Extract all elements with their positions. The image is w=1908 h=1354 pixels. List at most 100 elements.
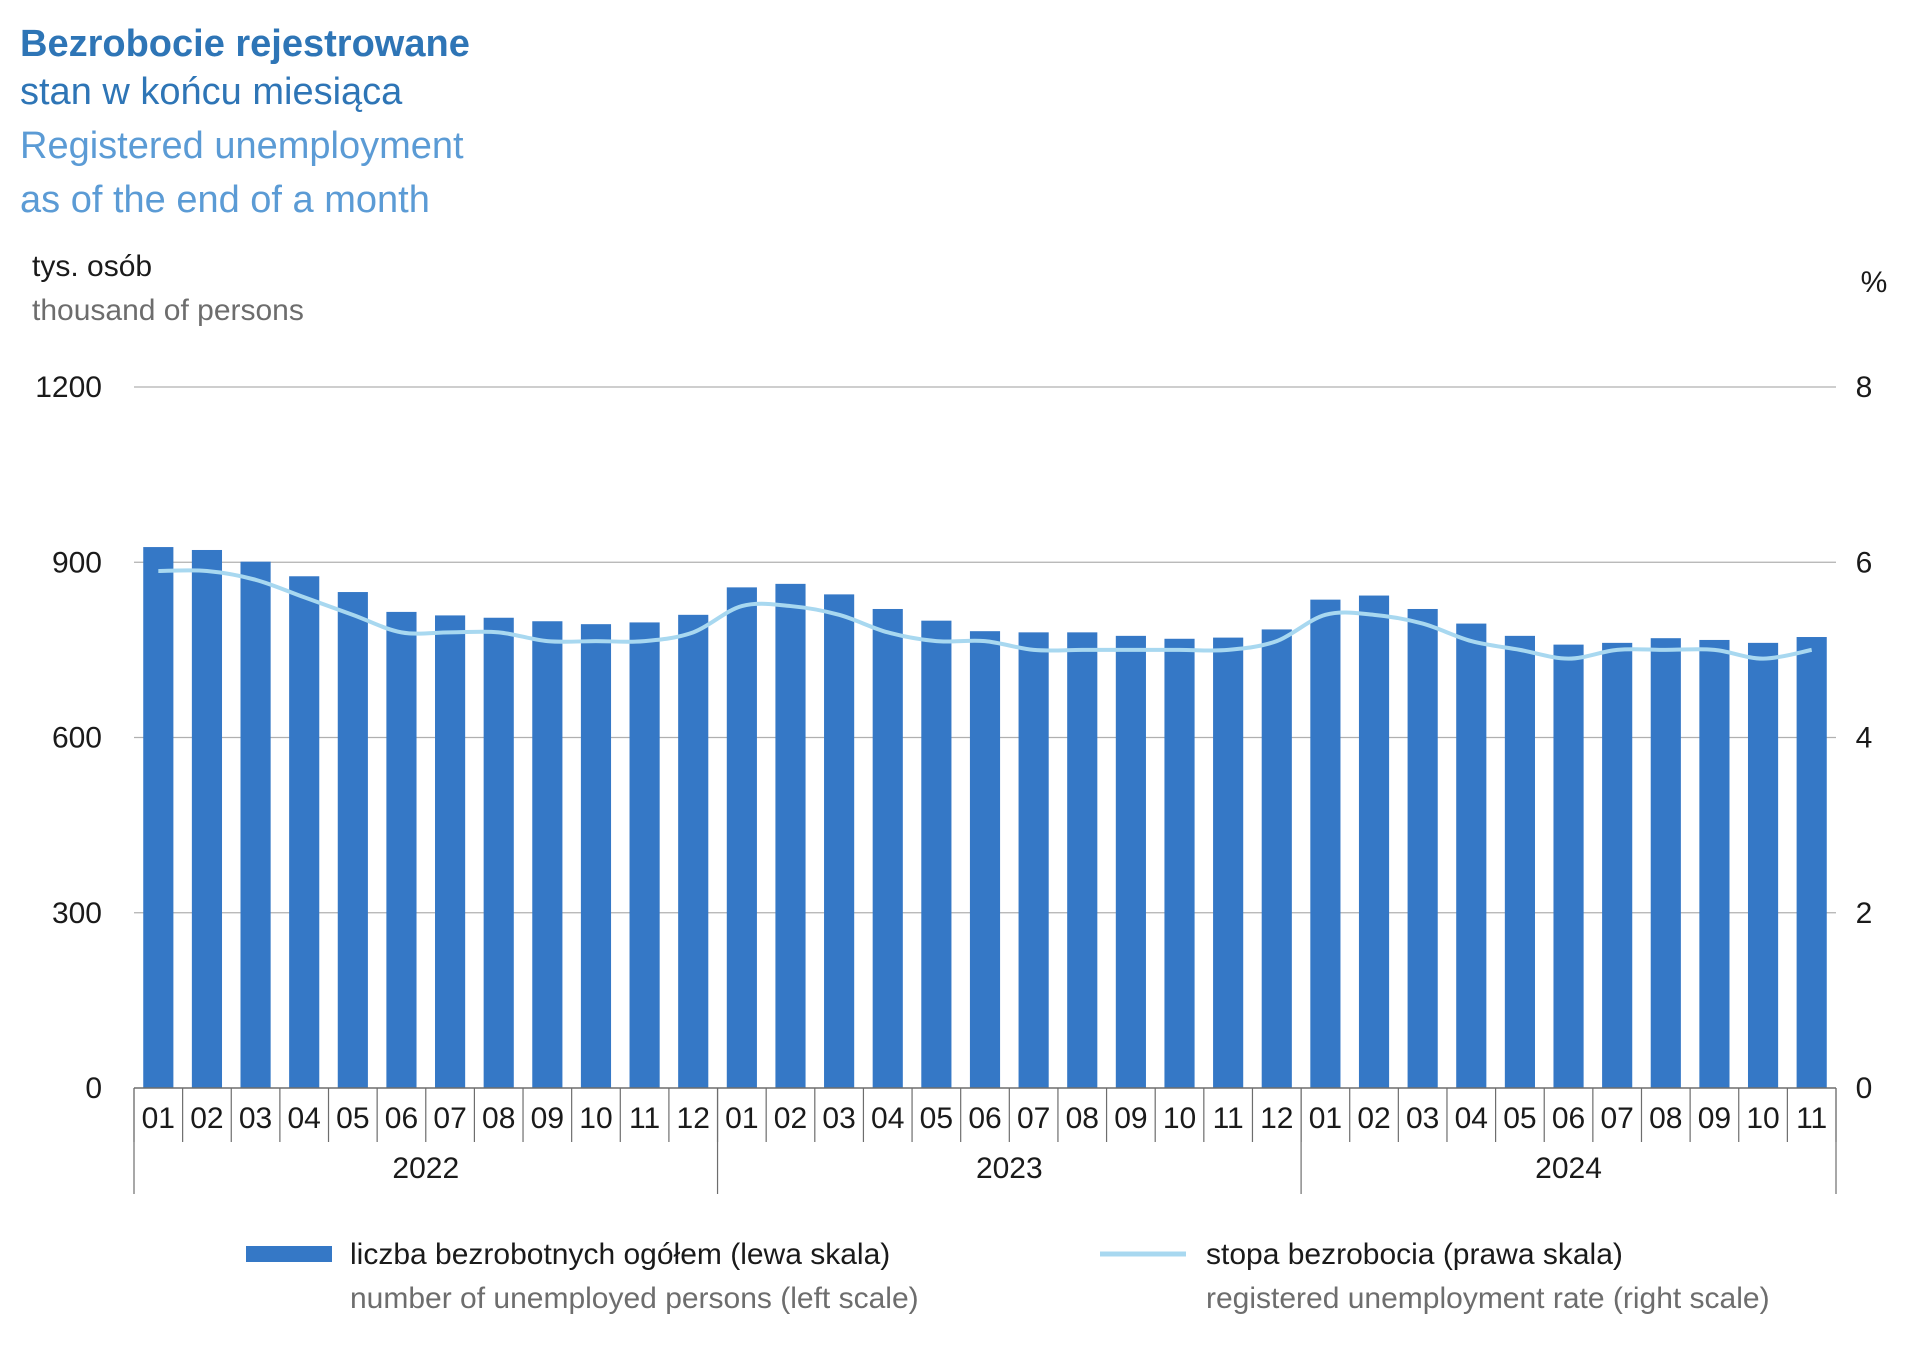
y-left-tick-label: 1200	[35, 371, 102, 404]
left-unit-pl: tys. osób	[32, 250, 152, 283]
x-month-label: 04	[288, 1102, 321, 1135]
y-right-tick-label: 0	[1856, 1072, 1873, 1105]
y-left-tick-label: 900	[52, 546, 102, 579]
y-axis-right: 0 2 4 6 8	[1856, 371, 1873, 1105]
x-month-label: 05	[336, 1102, 369, 1135]
x-month-label: 11	[1213, 1102, 1244, 1135]
bar	[969, 631, 1001, 1088]
y-right-tick-label: 6	[1856, 546, 1873, 579]
bar	[1699, 639, 1730, 1088]
chart-title-pl: Bezrobocie rejestrowane	[20, 23, 470, 65]
bar	[1164, 638, 1195, 1088]
bar	[872, 608, 903, 1088]
x-month-label: 07	[1017, 1102, 1050, 1135]
x-month-label: 09	[531, 1102, 564, 1135]
y-left-tick-label: 0	[85, 1072, 102, 1105]
x-month-label: 10	[1746, 1102, 1779, 1135]
x-month-label: 12	[677, 1102, 710, 1135]
bar	[1261, 629, 1292, 1088]
line-series	[158, 568, 1813, 661]
bar	[191, 549, 223, 1088]
bar	[824, 594, 855, 1088]
bar	[1456, 623, 1487, 1088]
x-axis: 01 02 03 04 05 06 07 08 09 10 11 12 01 02 03 04 05 06 07 08…	[133, 1087, 1837, 1194]
x-month-label: 08	[1649, 1102, 1682, 1135]
x-month-label: 07	[1600, 1102, 1633, 1135]
bar	[435, 615, 466, 1088]
bar	[1602, 642, 1633, 1088]
x-month-label: 06	[1552, 1102, 1585, 1135]
bar	[1358, 595, 1390, 1088]
bar	[289, 576, 320, 1088]
bar	[1213, 637, 1244, 1088]
x-month-label: 06	[968, 1102, 1001, 1135]
bar	[775, 583, 806, 1088]
legend-bars-pl: liczba bezrobotnych ogółem (lewa skala)	[350, 1238, 890, 1271]
x-year-label: 2022	[392, 1152, 459, 1185]
x-month-label: 01	[1309, 1102, 1342, 1135]
x-month-label: 04	[871, 1102, 904, 1135]
x-month-label: 09	[1698, 1102, 1731, 1135]
legend-bars-en: number of unemployed persons (left scale…	[350, 1282, 919, 1315]
y-right-tick-label: 4	[1856, 722, 1873, 755]
x-month-label: 11	[1796, 1102, 1827, 1135]
x-month-label: 08	[1066, 1102, 1099, 1135]
bar	[386, 611, 417, 1088]
bar-series	[143, 547, 1827, 1088]
x-month-label: 08	[482, 1102, 515, 1135]
chart-subtitle-pl: stan w końcu miesiąca	[20, 71, 403, 113]
x-month-label: 05	[920, 1102, 953, 1135]
x-year-label: 2023	[976, 1152, 1043, 1185]
bar	[1650, 638, 1681, 1088]
y-left-tick-label: 600	[52, 722, 102, 755]
x-month-label: 11	[629, 1102, 660, 1135]
legend-line-pl: stopa bezrobocia (prawa skala)	[1206, 1238, 1623, 1271]
legend-line-en: registered unemployment rate (right scal…	[1206, 1282, 1770, 1315]
legend: liczba bezrobotnych ogółem (lewa skala) …	[246, 1238, 1770, 1315]
bar	[532, 621, 563, 1088]
x-month-label: 03	[1406, 1102, 1439, 1135]
bar	[1115, 635, 1146, 1088]
x-month-label: 04	[1455, 1102, 1488, 1135]
right-unit: %	[1861, 266, 1888, 299]
bar	[240, 561, 271, 1088]
bar	[678, 614, 709, 1088]
bar	[143, 547, 174, 1088]
bar	[1553, 644, 1584, 1088]
chart-title-en: Registered unemployment	[20, 125, 464, 167]
chart-subtitle-en: as of the end of a month	[20, 179, 430, 221]
x-month-label: 12	[1260, 1102, 1293, 1135]
bar	[1310, 599, 1341, 1088]
x-month-label: 10	[579, 1102, 612, 1135]
x-month-label: 02	[774, 1102, 807, 1135]
y-axis-left: 0 300 600 900 1200	[35, 371, 102, 1105]
bar	[629, 622, 660, 1088]
x-year-label: 2024	[1535, 1152, 1602, 1185]
bar	[726, 587, 757, 1088]
bar	[1747, 642, 1779, 1088]
x-month-label: 07	[433, 1102, 466, 1135]
x-month-label: 01	[725, 1102, 758, 1135]
y-right-tick-label: 2	[1856, 897, 1873, 930]
bar	[580, 624, 612, 1088]
bar	[1504, 635, 1535, 1088]
left-unit-en: thousand of persons	[32, 294, 304, 327]
x-month-label: 09	[1114, 1102, 1147, 1135]
x-month-label: 03	[822, 1102, 855, 1135]
bar	[337, 592, 368, 1088]
legend-bar-swatch	[246, 1246, 332, 1262]
bar	[1796, 637, 1827, 1088]
y-left-tick-label: 300	[52, 897, 102, 930]
x-month-label: 02	[1357, 1102, 1390, 1135]
bar	[1407, 608, 1438, 1088]
x-month-label: 02	[190, 1102, 223, 1135]
x-month-label: 01	[142, 1102, 175, 1135]
y-right-tick-label: 8	[1856, 371, 1873, 404]
x-month-label: 06	[385, 1102, 418, 1135]
x-month-label: 03	[239, 1102, 272, 1135]
bar	[1067, 632, 1098, 1088]
x-month-label: 05	[1503, 1102, 1536, 1135]
bar	[1018, 632, 1049, 1088]
bar	[483, 617, 514, 1088]
